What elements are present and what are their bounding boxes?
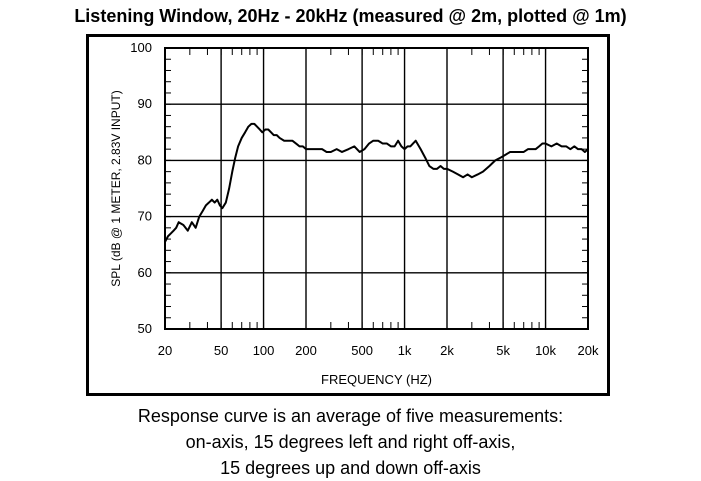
- series-line-response: [164, 122, 589, 243]
- x-tick-label: 200: [295, 343, 317, 358]
- plot-area: [164, 47, 589, 330]
- x-axis-label: FREQUENCY (HZ): [321, 372, 432, 387]
- x-tick-label: 500: [351, 343, 373, 358]
- chart-title: Listening Window, 20Hz - 20kHz (measured…: [74, 6, 627, 26]
- x-tick-label: 50: [214, 343, 228, 358]
- x-tick-label: 10k: [535, 343, 556, 358]
- y-tick-label: 90: [138, 96, 152, 111]
- caption: Response curve is an average of five mea…: [0, 403, 701, 481]
- y-tick-label: 50: [138, 321, 152, 336]
- y-tick-labels: 50 60 70 80 90 100: [130, 40, 152, 336]
- y-tick-label: 100: [130, 40, 152, 55]
- caption-line: Response curve is an average of five mea…: [137, 406, 564, 426]
- y-tick-label: 70: [138, 209, 152, 224]
- x-tick-label: 100: [253, 343, 275, 358]
- x-tick-label: 2k: [440, 343, 454, 358]
- chart-frame: [86, 34, 610, 396]
- y-axis-label: SPL (dB @ 1 METER, 2.83V INPUT): [109, 90, 123, 286]
- x-tick-label: 5k: [496, 343, 510, 358]
- caption-line: on-axis, 15 degrees left and right off-a…: [185, 432, 516, 452]
- y-tick-label: 80: [138, 152, 152, 167]
- x-tick-labels: 20 50 100 200 500 1k 2k 5k 10k 20k: [158, 343, 599, 358]
- x-tick-label: 20: [158, 343, 172, 358]
- x-tick-label: 20k: [578, 343, 599, 358]
- y-tick-label: 60: [138, 265, 152, 280]
- caption-line: 15 degrees up and down off-axis: [220, 458, 481, 478]
- x-tick-label: 1k: [398, 343, 412, 358]
